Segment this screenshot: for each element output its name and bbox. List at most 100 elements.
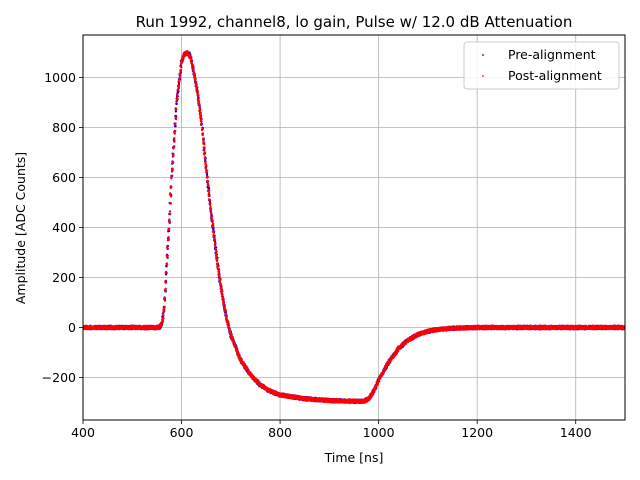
- data-point: [207, 194, 210, 198]
- data-point: [222, 301, 225, 304]
- data-point: [218, 275, 221, 278]
- data-point: [205, 173, 209, 177]
- data-point: [170, 170, 174, 173]
- data-point: [200, 122, 203, 125]
- data-point: [224, 314, 228, 317]
- data-point: [178, 78, 181, 82]
- data-point: [164, 270, 168, 274]
- data-point: [196, 90, 199, 94]
- data-point: [202, 140, 205, 144]
- data-point: [175, 100, 179, 103]
- data-points: [83, 50, 625, 405]
- data-point: [162, 306, 165, 309]
- data-point: [176, 88, 180, 91]
- data-point: [159, 321, 163, 324]
- data-point: [203, 157, 207, 160]
- data-point: [209, 211, 213, 214]
- data-point: [170, 174, 173, 178]
- data-point: [215, 257, 219, 261]
- data-point: [182, 56, 185, 60]
- data-point: [179, 69, 182, 72]
- data-point: [176, 85, 180, 88]
- data-point: [101, 327, 105, 331]
- data-point: [164, 288, 167, 291]
- data-point: [163, 299, 167, 302]
- data-point: [203, 151, 207, 155]
- data-point: [199, 112, 202, 115]
- data-point: [203, 155, 207, 159]
- data-point: [135, 324, 138, 328]
- data-point: [174, 110, 178, 113]
- data-point: [194, 77, 197, 80]
- data-point: [163, 297, 166, 300]
- data-point: [200, 120, 203, 123]
- data-point: [212, 239, 216, 242]
- data-point: [231, 339, 235, 342]
- data-point: [209, 202, 212, 205]
- data-point: [203, 148, 206, 152]
- data-point: [211, 215, 214, 218]
- data-point: [225, 316, 228, 320]
- data-point: [164, 280, 167, 283]
- data-point: [167, 219, 171, 223]
- data-point: [228, 330, 232, 333]
- data-point: [173, 132, 176, 135]
- data-layer: [83, 50, 625, 405]
- data-point: [214, 248, 218, 251]
- chart-title: Run 1992, channel8, lo gain, Pulse w/ 12…: [136, 13, 573, 31]
- data-point: [208, 199, 212, 202]
- data-point: [243, 363, 246, 366]
- data-point: [207, 192, 210, 196]
- data-point: [171, 155, 175, 158]
- data-point: [170, 176, 173, 180]
- data-point: [168, 210, 172, 213]
- data-point: [170, 195, 173, 198]
- data-point: [195, 85, 198, 89]
- data-point: [213, 244, 217, 247]
- data-point: [174, 122, 177, 125]
- data-point: [166, 256, 169, 259]
- data-point: [161, 320, 165, 323]
- data-point: [217, 264, 220, 268]
- data-point: [176, 97, 179, 100]
- data-point: [190, 57, 193, 61]
- data-point: [179, 75, 182, 78]
- series-post-alignment: [83, 50, 625, 405]
- data-point: [179, 65, 182, 68]
- data-point: [206, 183, 210, 186]
- data-point: [162, 317, 165, 320]
- data-point: [189, 55, 192, 58]
- data-point: [228, 328, 231, 331]
- data-point: [210, 220, 213, 223]
- data-point: [200, 118, 203, 121]
- data-point: [160, 323, 164, 326]
- data-point: [197, 104, 201, 107]
- data-point: [164, 290, 167, 293]
- data-point: [192, 68, 195, 71]
- data-point: [175, 102, 178, 105]
- data-point: [224, 310, 228, 313]
- data-point: [212, 236, 215, 239]
- data-point: [214, 252, 218, 255]
- data-point: [206, 189, 210, 193]
- data-point: [209, 208, 212, 211]
- data-point: [195, 80, 198, 83]
- data-point: [174, 117, 177, 120]
- data-point: [206, 175, 209, 178]
- data-point: [203, 143, 206, 146]
- data-point: [161, 312, 164, 316]
- data-point: [162, 309, 165, 313]
- data-point: [217, 267, 221, 270]
- data-point: [214, 254, 218, 257]
- data-point: [169, 202, 172, 205]
- data-point: [196, 98, 199, 101]
- data-point: [166, 245, 169, 248]
- data-point: [166, 239, 170, 242]
- data-point: [191, 64, 194, 68]
- data-point: [172, 137, 176, 141]
- data-point: [205, 164, 208, 168]
- data-point: [196, 93, 200, 97]
- data-point: [176, 95, 180, 98]
- data-point: [214, 242, 217, 245]
